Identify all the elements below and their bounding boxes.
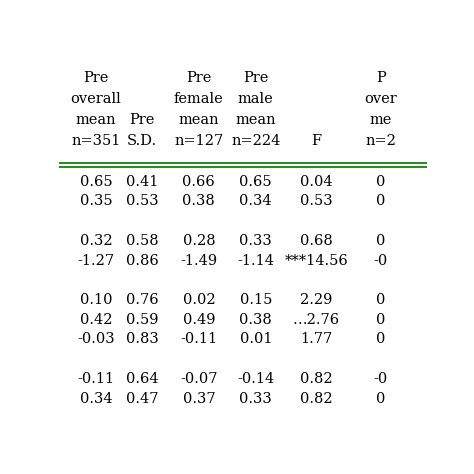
Text: 0.10: 0.10	[80, 293, 112, 307]
Text: 0.65: 0.65	[239, 175, 272, 189]
Text: -1.27: -1.27	[77, 254, 115, 267]
Text: 0.34: 0.34	[239, 194, 272, 209]
Text: 0.01: 0.01	[239, 332, 272, 346]
Text: female: female	[174, 92, 224, 106]
Text: 0.33: 0.33	[239, 392, 272, 405]
Text: 0.49: 0.49	[182, 313, 215, 327]
Text: 0.58: 0.58	[126, 234, 158, 248]
Text: 0: 0	[376, 293, 385, 307]
Text: -0: -0	[374, 254, 388, 267]
Text: 0.28: 0.28	[182, 234, 215, 248]
Text: 0.53: 0.53	[300, 194, 333, 209]
Text: 0.41: 0.41	[126, 175, 158, 189]
Text: n=127: n=127	[174, 134, 223, 148]
Text: 0: 0	[376, 175, 385, 189]
Text: -0.03: -0.03	[77, 332, 115, 346]
Text: -0.14: -0.14	[237, 372, 274, 386]
Text: -1.14: -1.14	[237, 254, 274, 267]
Text: 0: 0	[376, 313, 385, 327]
Text: -0.11: -0.11	[77, 372, 115, 386]
Text: mean: mean	[236, 113, 276, 127]
Text: 0.86: 0.86	[126, 254, 158, 267]
Text: P: P	[376, 72, 385, 85]
Text: -0.11: -0.11	[180, 332, 218, 346]
Text: mean: mean	[76, 113, 116, 127]
Text: 0.76: 0.76	[126, 293, 158, 307]
Text: 0.38: 0.38	[239, 313, 272, 327]
Text: 0.68: 0.68	[300, 234, 333, 248]
Text: Pre: Pre	[243, 72, 268, 85]
Text: n=351: n=351	[71, 134, 121, 148]
Text: 0.59: 0.59	[126, 313, 158, 327]
Text: male: male	[238, 92, 273, 106]
Text: …2.76: …2.76	[293, 313, 340, 327]
Text: 2.29: 2.29	[300, 293, 333, 307]
Text: 0.82: 0.82	[300, 372, 333, 386]
Text: 0.04: 0.04	[300, 175, 333, 189]
Text: mean: mean	[179, 113, 219, 127]
Text: 0.34: 0.34	[80, 392, 112, 405]
Text: 0: 0	[376, 234, 385, 248]
Text: 0: 0	[376, 392, 385, 405]
Text: 0.83: 0.83	[126, 332, 158, 346]
Text: n=224: n=224	[231, 134, 281, 148]
Text: 0.82: 0.82	[300, 392, 333, 405]
Text: 0: 0	[376, 332, 385, 346]
Text: Pre: Pre	[186, 72, 211, 85]
Text: 0: 0	[376, 194, 385, 209]
Text: -0: -0	[374, 372, 388, 386]
Text: 0.33: 0.33	[239, 234, 272, 248]
Text: 0.38: 0.38	[182, 194, 215, 209]
Text: 0.47: 0.47	[126, 392, 158, 405]
Text: S.D.: S.D.	[127, 134, 157, 148]
Text: 0.15: 0.15	[239, 293, 272, 307]
Text: F: F	[311, 134, 321, 148]
Text: over: over	[365, 92, 397, 106]
Text: 0.37: 0.37	[182, 392, 215, 405]
Text: overall: overall	[71, 92, 121, 106]
Text: 0.35: 0.35	[80, 194, 112, 209]
Text: n=2: n=2	[365, 134, 396, 148]
Text: Pre: Pre	[129, 113, 155, 127]
Text: 0.66: 0.66	[182, 175, 215, 189]
Text: 0.64: 0.64	[126, 372, 158, 386]
Text: 0.42: 0.42	[80, 313, 112, 327]
Text: me: me	[370, 113, 392, 127]
Text: 0.65: 0.65	[80, 175, 112, 189]
Text: Pre: Pre	[83, 72, 109, 85]
Text: 0.02: 0.02	[182, 293, 215, 307]
Text: ***14.56: ***14.56	[284, 254, 348, 267]
Text: -1.49: -1.49	[180, 254, 218, 267]
Text: 1.77: 1.77	[300, 332, 333, 346]
Text: 0.53: 0.53	[126, 194, 158, 209]
Text: -0.07: -0.07	[180, 372, 218, 386]
Text: 0.32: 0.32	[80, 234, 112, 248]
